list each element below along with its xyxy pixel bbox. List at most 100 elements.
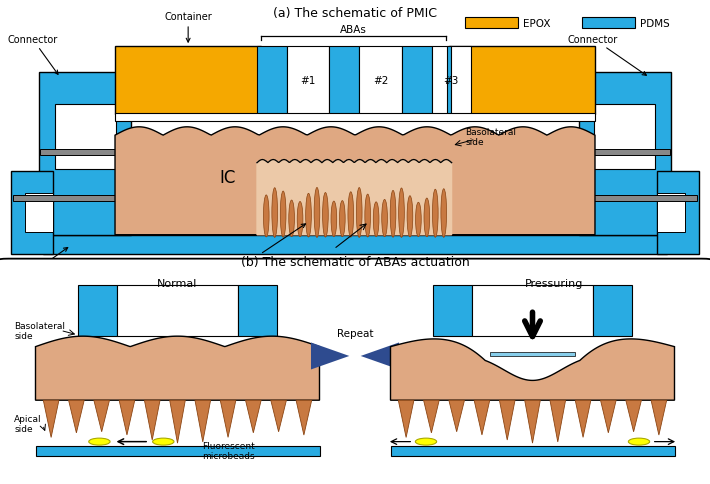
Polygon shape bbox=[36, 336, 320, 400]
Text: #3: #3 bbox=[443, 76, 459, 86]
Ellipse shape bbox=[306, 194, 312, 237]
FancyBboxPatch shape bbox=[580, 196, 697, 201]
Polygon shape bbox=[474, 400, 490, 435]
FancyBboxPatch shape bbox=[447, 47, 451, 115]
Ellipse shape bbox=[373, 202, 379, 237]
Ellipse shape bbox=[272, 188, 278, 238]
Ellipse shape bbox=[348, 192, 354, 238]
Polygon shape bbox=[195, 400, 211, 442]
Polygon shape bbox=[525, 400, 540, 443]
FancyBboxPatch shape bbox=[115, 114, 595, 121]
Polygon shape bbox=[601, 400, 616, 433]
Ellipse shape bbox=[314, 188, 320, 238]
Ellipse shape bbox=[432, 190, 438, 238]
Polygon shape bbox=[246, 400, 261, 433]
Polygon shape bbox=[424, 400, 439, 433]
Polygon shape bbox=[271, 400, 286, 432]
Polygon shape bbox=[361, 343, 399, 370]
Ellipse shape bbox=[356, 188, 362, 238]
Text: #2: #2 bbox=[373, 76, 388, 86]
Ellipse shape bbox=[415, 203, 421, 237]
Ellipse shape bbox=[306, 194, 312, 237]
Ellipse shape bbox=[339, 201, 345, 237]
FancyBboxPatch shape bbox=[238, 286, 277, 336]
FancyBboxPatch shape bbox=[39, 73, 131, 235]
Ellipse shape bbox=[331, 202, 337, 237]
FancyBboxPatch shape bbox=[472, 286, 593, 336]
FancyBboxPatch shape bbox=[359, 47, 402, 115]
Ellipse shape bbox=[272, 188, 278, 238]
Ellipse shape bbox=[365, 195, 371, 237]
Ellipse shape bbox=[280, 192, 286, 238]
Polygon shape bbox=[651, 400, 667, 435]
FancyBboxPatch shape bbox=[11, 171, 53, 255]
Polygon shape bbox=[398, 400, 414, 438]
Text: (a) The schematic of PMIC: (a) The schematic of PMIC bbox=[273, 6, 437, 19]
Polygon shape bbox=[220, 400, 236, 438]
Text: Apical side: Apical side bbox=[222, 225, 305, 268]
Ellipse shape bbox=[407, 197, 413, 237]
Polygon shape bbox=[499, 400, 515, 440]
Text: Repeat: Repeat bbox=[337, 328, 373, 338]
Ellipse shape bbox=[382, 200, 388, 237]
Ellipse shape bbox=[297, 202, 303, 237]
FancyBboxPatch shape bbox=[36, 446, 320, 456]
Polygon shape bbox=[311, 343, 349, 370]
Text: (b) The schematic of ABAs actuation: (b) The schematic of ABAs actuation bbox=[241, 255, 469, 268]
FancyBboxPatch shape bbox=[657, 171, 699, 255]
Ellipse shape bbox=[432, 190, 438, 238]
FancyBboxPatch shape bbox=[287, 47, 329, 115]
Ellipse shape bbox=[297, 202, 303, 237]
Ellipse shape bbox=[365, 195, 371, 237]
Circle shape bbox=[415, 438, 437, 445]
FancyBboxPatch shape bbox=[25, 194, 53, 233]
Circle shape bbox=[89, 438, 110, 445]
FancyBboxPatch shape bbox=[329, 47, 359, 115]
FancyBboxPatch shape bbox=[13, 196, 130, 201]
Ellipse shape bbox=[322, 193, 328, 238]
Polygon shape bbox=[144, 400, 160, 440]
Text: Connector: Connector bbox=[7, 34, 58, 75]
Polygon shape bbox=[94, 400, 109, 432]
Text: Apical
side: Apical side bbox=[14, 414, 42, 433]
FancyBboxPatch shape bbox=[0, 259, 710, 484]
Text: EPOX: EPOX bbox=[523, 19, 551, 29]
Ellipse shape bbox=[280, 192, 286, 238]
FancyBboxPatch shape bbox=[582, 18, 635, 29]
Ellipse shape bbox=[415, 203, 421, 237]
FancyBboxPatch shape bbox=[78, 286, 117, 336]
Ellipse shape bbox=[391, 191, 396, 238]
Text: PDMS: PDMS bbox=[640, 19, 670, 29]
FancyBboxPatch shape bbox=[490, 352, 575, 356]
Polygon shape bbox=[391, 339, 674, 400]
FancyBboxPatch shape bbox=[594, 105, 655, 170]
Ellipse shape bbox=[348, 192, 354, 238]
Text: Basolateral
side: Basolateral side bbox=[14, 321, 65, 340]
FancyBboxPatch shape bbox=[433, 286, 472, 336]
Ellipse shape bbox=[398, 189, 404, 238]
Polygon shape bbox=[550, 400, 566, 442]
Text: PDMS sheet: PDMS sheet bbox=[7, 248, 67, 275]
Polygon shape bbox=[119, 400, 135, 435]
Ellipse shape bbox=[263, 196, 269, 237]
Ellipse shape bbox=[441, 189, 447, 238]
Ellipse shape bbox=[289, 201, 295, 237]
Circle shape bbox=[153, 438, 174, 445]
Text: Basolateral
side: Basolateral side bbox=[465, 127, 516, 147]
FancyBboxPatch shape bbox=[115, 47, 261, 115]
FancyBboxPatch shape bbox=[449, 47, 595, 115]
FancyBboxPatch shape bbox=[593, 286, 632, 336]
Polygon shape bbox=[449, 400, 464, 432]
FancyBboxPatch shape bbox=[432, 47, 471, 115]
Text: Connector: Connector bbox=[568, 34, 646, 76]
FancyBboxPatch shape bbox=[55, 105, 116, 170]
FancyBboxPatch shape bbox=[40, 150, 131, 155]
Circle shape bbox=[628, 438, 650, 445]
FancyBboxPatch shape bbox=[402, 47, 432, 115]
Polygon shape bbox=[296, 400, 312, 435]
FancyBboxPatch shape bbox=[579, 73, 671, 235]
Ellipse shape bbox=[339, 201, 345, 237]
FancyBboxPatch shape bbox=[579, 150, 670, 155]
FancyBboxPatch shape bbox=[465, 18, 518, 29]
FancyBboxPatch shape bbox=[391, 446, 674, 456]
